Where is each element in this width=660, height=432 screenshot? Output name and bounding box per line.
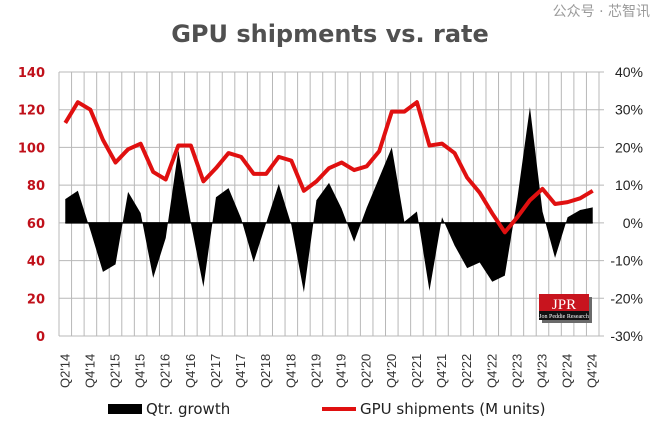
right-tick-label: -20% (610, 290, 643, 306)
x-tick-label: Q4'22 (484, 354, 499, 388)
x-tick-label: Q4'14 (82, 354, 97, 388)
legend-label-shipments: GPU shipments (M units) (360, 400, 546, 418)
x-tick-label: Q2'24 (560, 354, 575, 388)
right-tick-label: 20% (615, 139, 643, 155)
left-axis: 0 20 40 60 80 100 120 140 (18, 66, 45, 345)
left-tick-label: 100 (18, 141, 45, 156)
left-tick-label: 80 (27, 179, 45, 194)
legend-swatch-shipments (322, 407, 356, 411)
legend-swatch-growth (108, 404, 142, 414)
jpr-logo: JPR Jon Peddie Research (539, 294, 592, 323)
x-tick-label: Q2'14 (57, 354, 72, 388)
x-tick-label: Q2'15 (108, 354, 123, 388)
x-tick-label: Q4'21 (434, 354, 449, 388)
right-axis: -30% -20% -10% 0% 10% 20% 30% 40% (610, 64, 643, 344)
x-axis: Q2'14 Q4'14 Q2'15 Q4'15 Q2'16 Q4'16 Q2'17 Q4'17… (57, 354, 599, 388)
grid (58, 71, 604, 337)
x-tick-label: Q2'22 (459, 354, 474, 388)
left-tick-label: 0 (36, 330, 45, 345)
left-tick-label: 60 (27, 217, 45, 232)
x-tick-label: Q2'18 (258, 354, 273, 388)
left-tick-label: 120 (18, 104, 45, 119)
legend-item-growth: Qtr. growth (108, 400, 230, 418)
right-tick-label: 40% (615, 64, 643, 80)
chart-title: GPU shipments vs. rate (171, 20, 489, 48)
growth-area (65, 107, 593, 293)
growth-area-series (65, 106, 593, 293)
logo-subtext: Jon Peddie Research (539, 314, 589, 320)
legend-label-growth: Qtr. growth (146, 400, 230, 418)
x-tick-label: Q4'18 (283, 354, 298, 388)
logo-text: JPR (552, 297, 576, 313)
right-tick-label: 30% (615, 102, 643, 118)
x-tick-label: Q4'15 (133, 354, 148, 388)
logo-band (539, 311, 589, 320)
right-tick-label: -30% (610, 328, 643, 344)
left-tick-label: 140 (18, 66, 45, 81)
watermark: 公众号 · 芯智讯 (553, 4, 650, 20)
x-tick-label: Q2'21 (409, 354, 424, 388)
left-tick-label: 40 (27, 255, 45, 270)
right-tick-label: -10% (610, 253, 643, 269)
right-tick-label: 0% (623, 215, 643, 231)
x-tick-label: Q2'20 (359, 354, 374, 388)
x-tick-label: Q4'20 (384, 354, 399, 388)
x-tick-label: Q4'23 (534, 354, 549, 388)
x-tick-label: Q4'19 (334, 354, 349, 388)
x-tick-label: Q4'17 (233, 354, 248, 388)
legend: Qtr. growth GPU shipments (M units) (108, 400, 546, 418)
x-tick-label: Q2'23 (509, 354, 524, 388)
x-tick-label: Q4'16 (183, 354, 198, 388)
legend-item-shipments: GPU shipments (M units) (322, 400, 546, 418)
left-tick-label: 20 (27, 292, 45, 307)
x-tick-label: Q2'19 (308, 354, 323, 388)
shipments-line-series (63, 100, 594, 235)
x-tick-label: Q2'17 (208, 354, 223, 388)
x-tick-label: Q2'16 (158, 354, 173, 388)
right-tick-label: 10% (615, 177, 643, 193)
x-tick-label: Q4'24 (585, 354, 600, 388)
